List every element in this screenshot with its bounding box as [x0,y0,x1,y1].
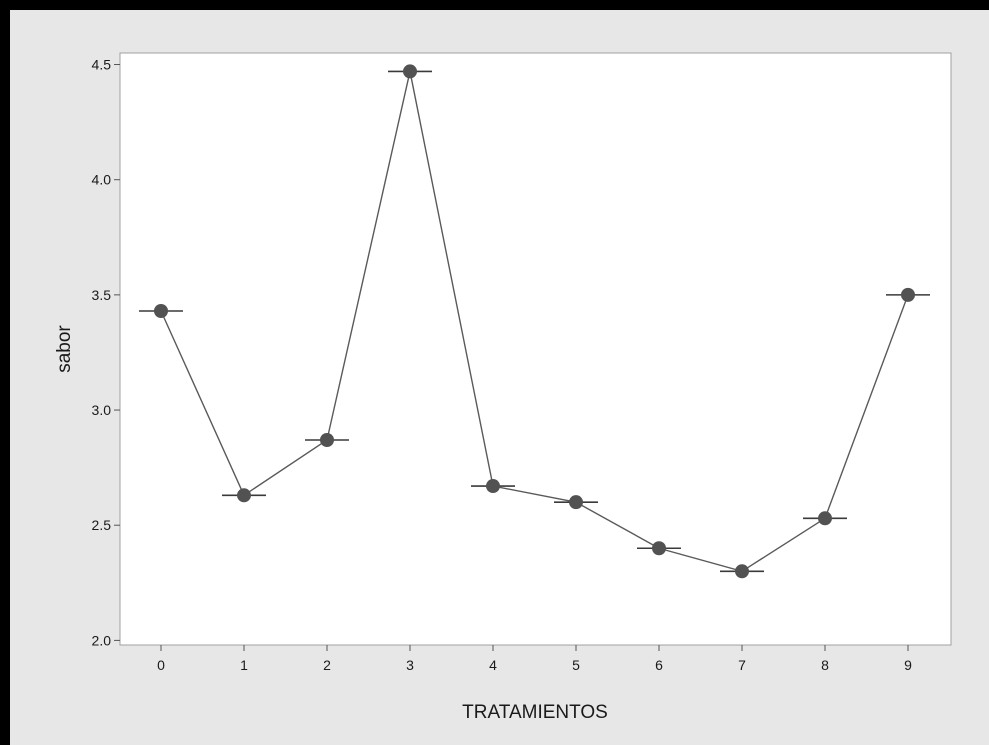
x-tick-label: 6 [655,657,663,673]
x-tick-label: 0 [157,657,165,673]
y-tick-label: 2.0 [92,632,112,648]
y-tick-label: 4.0 [92,172,112,188]
data-point [154,303,168,318]
x-axis: 0 1 2 3 4 5 6 7 8 9 [157,645,912,673]
y-axis-title: sabor [54,325,75,373]
x-tick-label: 7 [738,657,746,673]
data-point [486,479,500,494]
x-tick-label: 8 [821,657,829,673]
data-point [818,511,832,526]
y-tick-label: 2.5 [92,517,112,533]
x-tick-label: 4 [489,657,497,673]
x-tick-label: 9 [904,657,912,673]
x-tick-label: 1 [240,657,248,673]
data-point [403,64,417,79]
data-point [320,432,334,447]
plot-area [119,52,952,646]
series-sabor [139,64,930,579]
y-tick-label: 3.5 [92,287,112,303]
data-point [901,287,915,302]
y-tick-label: 3.0 [92,402,112,418]
data-point [237,488,251,503]
x-axis-title: TRATAMIENTOS [462,702,608,723]
data-point [569,495,583,510]
x-tick-label: 2 [323,657,331,673]
series-line [160,71,909,573]
x-tick-label: 3 [406,657,414,673]
y-tick-label: 4.5 [92,57,112,73]
y-axis: 2.0 2.5 3.0 3.5 4.0 4.5 [92,57,120,648]
data-point [735,564,749,579]
data-point [652,541,666,556]
x-tick-label: 5 [572,657,580,673]
